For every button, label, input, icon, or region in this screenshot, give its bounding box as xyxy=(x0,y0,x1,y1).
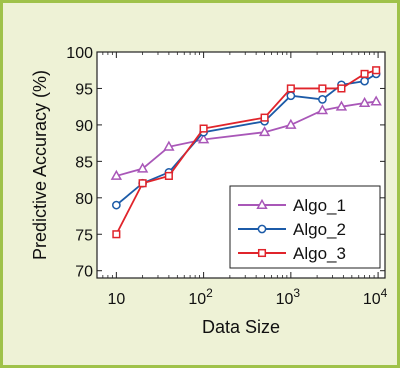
legend-label: Algo_2 xyxy=(293,220,346,239)
legend-item-1: Algo_1 xyxy=(238,196,346,215)
series-1-point xyxy=(136,162,149,173)
x-tick-label: 10 xyxy=(107,291,125,308)
series-1-point xyxy=(358,96,371,107)
series-1-point xyxy=(258,126,271,137)
series-3-point xyxy=(164,171,173,180)
series-2-point xyxy=(112,200,121,210)
series-2-line xyxy=(115,73,377,206)
series-3-point xyxy=(360,69,369,78)
series-3-point xyxy=(199,124,208,133)
x-tick-label: 102 xyxy=(188,286,213,308)
series-1-point xyxy=(110,169,123,180)
series-3-line xyxy=(115,69,377,235)
y-tick-label: 100 xyxy=(66,45,93,62)
series-3 xyxy=(112,66,381,239)
series-3-point xyxy=(318,84,327,93)
series-1-line xyxy=(116,100,377,177)
series-1-point xyxy=(316,104,329,115)
legend-box xyxy=(229,185,381,269)
series-2-point xyxy=(360,76,369,86)
x-axis-label: Data Size xyxy=(202,317,280,337)
series-3-point xyxy=(372,66,381,75)
legend-marker xyxy=(256,198,268,209)
series-3-point xyxy=(138,179,147,188)
y-axis: 70 75 80 85 90 95 100 xyxy=(66,45,385,281)
y-axis-label: Predictive Accuracy (%) xyxy=(30,70,50,260)
y-tick-label: 70 xyxy=(75,264,93,281)
x-tick-exponent: 2 xyxy=(206,286,213,300)
x-tick-exponent: 4 xyxy=(381,286,388,300)
y-tick-label: 90 xyxy=(75,118,93,135)
series-3-point xyxy=(260,113,269,122)
series-3-point xyxy=(337,84,346,93)
series-1-point xyxy=(285,118,297,129)
series-1-point xyxy=(163,140,175,151)
series-group xyxy=(110,66,382,239)
series-1 xyxy=(110,95,382,180)
series-2-point xyxy=(286,91,296,101)
series-3-point xyxy=(112,230,121,239)
legend-label: Algo_3 xyxy=(293,244,346,263)
x-tick-exponent: 3 xyxy=(293,286,300,300)
series-1-point xyxy=(335,100,348,111)
series-2-point xyxy=(318,95,327,104)
y-tick-label: 80 xyxy=(75,191,93,208)
series-1-point xyxy=(197,133,210,144)
legend-marker xyxy=(257,248,267,258)
series-1-point xyxy=(370,95,382,106)
legend-label: Algo_1 xyxy=(293,196,346,215)
legend-item-3: Algo_3 xyxy=(238,244,346,263)
y-tick-label: 95 xyxy=(75,81,93,98)
series-3-point xyxy=(286,84,295,93)
y-tick-label: 75 xyxy=(75,227,93,244)
legend-marker xyxy=(257,224,267,234)
x-tick-label: 103 xyxy=(276,286,301,308)
y-tick-label: 85 xyxy=(75,154,93,171)
x-tick-label: 104 xyxy=(363,286,388,308)
legend: Algo_1 Algo_2 Algo_3 xyxy=(229,185,381,269)
legend-item-2: Algo_2 xyxy=(238,220,346,239)
